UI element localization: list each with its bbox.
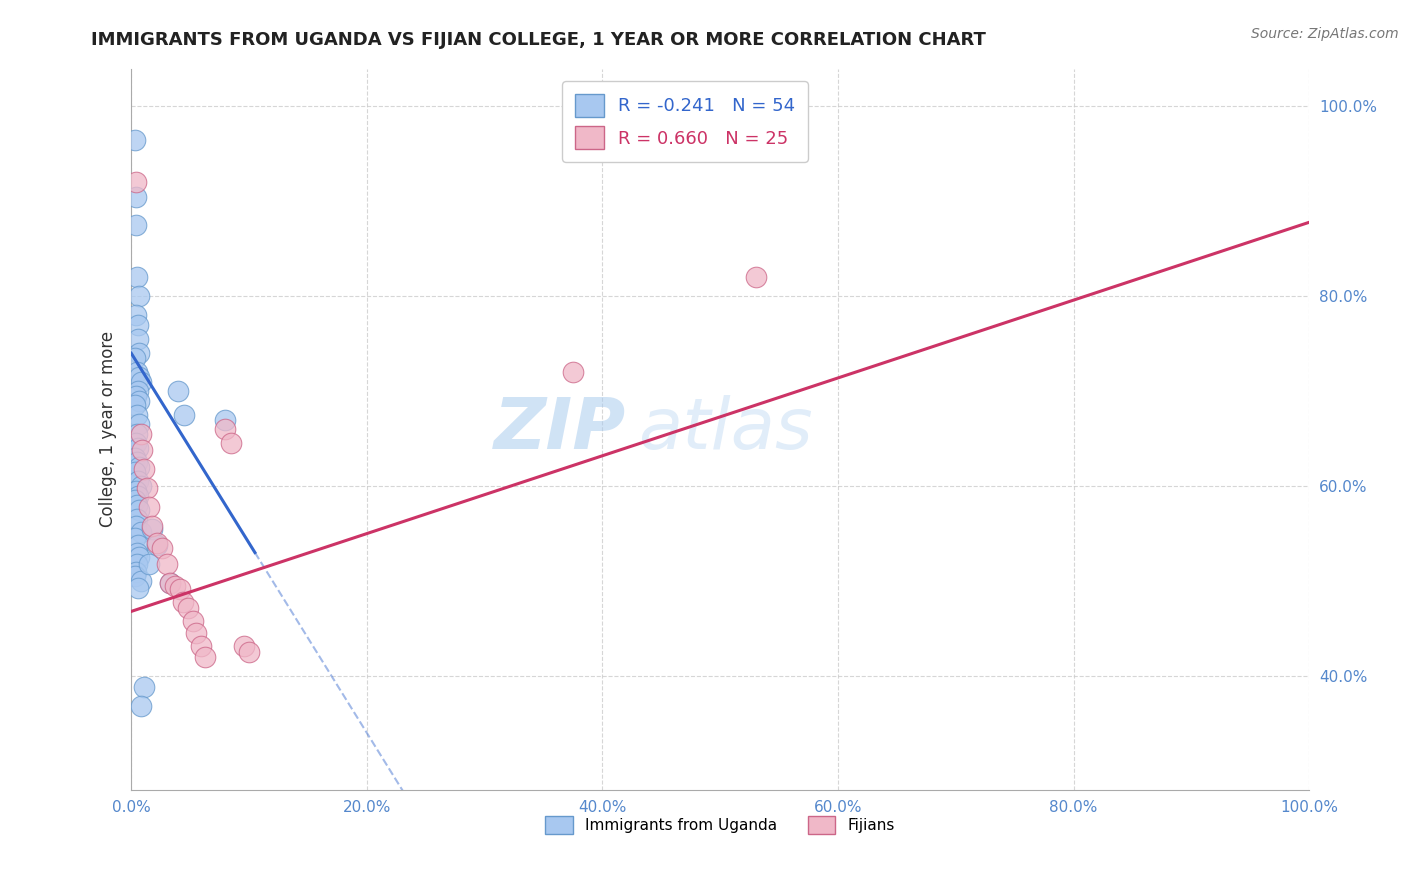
- Point: [214, 422, 236, 436]
- Point: [128, 503, 150, 517]
- Point: [150, 541, 173, 555]
- Point: [214, 413, 236, 427]
- Point: [127, 475, 149, 489]
- Point: [173, 408, 195, 422]
- Text: Source: ZipAtlas.com: Source: ZipAtlas.com: [1251, 27, 1399, 41]
- Text: IMMIGRANTS FROM UGANDA VS FIJIAN COLLEGE, 1 YEAR OR MORE CORRELATION CHART: IMMIGRANTS FROM UGANDA VS FIJIAN COLLEGE…: [91, 31, 986, 49]
- Point: [125, 565, 148, 579]
- Point: [127, 498, 149, 512]
- Point: [127, 384, 149, 399]
- Point: [181, 614, 204, 628]
- Y-axis label: College, 1 year or more: College, 1 year or more: [100, 331, 117, 527]
- Point: [128, 289, 150, 303]
- Point: [125, 519, 148, 533]
- Point: [127, 408, 149, 422]
- Point: [128, 460, 150, 475]
- Point: [128, 370, 150, 384]
- Point: [125, 483, 148, 498]
- Point: [169, 582, 191, 596]
- Point: [127, 545, 149, 559]
- Point: [221, 436, 243, 450]
- Point: [127, 365, 149, 379]
- Point: [128, 346, 150, 360]
- Point: [141, 519, 163, 533]
- Point: [138, 500, 160, 514]
- Point: [125, 389, 148, 403]
- Point: [190, 639, 212, 653]
- Point: [129, 479, 152, 493]
- Legend: R = -0.241   N = 54, R = 0.660   N = 25: R = -0.241 N = 54, R = 0.660 N = 25: [562, 81, 808, 161]
- Point: [146, 536, 169, 550]
- Point: [127, 455, 149, 469]
- Point: [124, 399, 146, 413]
- Point: [138, 557, 160, 571]
- Point: [127, 489, 149, 503]
- Point: [233, 639, 256, 653]
- Point: [125, 218, 148, 232]
- Point: [124, 569, 146, 583]
- Point: [146, 538, 169, 552]
- Point: [159, 576, 181, 591]
- Point: [125, 308, 148, 322]
- Point: [125, 175, 148, 189]
- Point: [124, 465, 146, 479]
- Point: [238, 645, 260, 659]
- Point: [128, 550, 150, 565]
- Point: [128, 417, 150, 432]
- Point: [194, 650, 217, 665]
- Text: ZIP: ZIP: [494, 394, 626, 464]
- Point: [124, 493, 146, 508]
- Point: [127, 426, 149, 441]
- Point: [135, 481, 157, 495]
- Point: [127, 318, 149, 332]
- Point: [134, 462, 156, 476]
- Point: [172, 595, 194, 609]
- Point: [124, 133, 146, 147]
- Point: [177, 600, 200, 615]
- Point: [129, 524, 152, 539]
- Point: [131, 443, 153, 458]
- Text: atlas: atlas: [638, 394, 813, 464]
- Point: [127, 332, 149, 346]
- Point: [127, 270, 149, 285]
- Point: [124, 450, 146, 465]
- Point: [129, 375, 152, 389]
- Point: [155, 557, 177, 571]
- Point: [129, 426, 152, 441]
- Point: [125, 189, 148, 203]
- Point: [127, 538, 149, 552]
- Point: [744, 270, 766, 285]
- Point: [129, 699, 152, 714]
- Point: [128, 393, 150, 408]
- Point: [125, 436, 148, 450]
- Point: [167, 384, 190, 399]
- Point: [184, 626, 207, 640]
- Point: [127, 581, 149, 595]
- Point: [124, 351, 146, 365]
- Point: [159, 576, 181, 591]
- Point: [127, 441, 149, 455]
- Point: [127, 512, 149, 526]
- Point: [124, 532, 146, 546]
- Point: [141, 522, 163, 536]
- Point: [127, 557, 149, 571]
- Point: [129, 574, 152, 588]
- Point: [134, 681, 156, 695]
- Point: [163, 579, 186, 593]
- Point: [562, 365, 585, 379]
